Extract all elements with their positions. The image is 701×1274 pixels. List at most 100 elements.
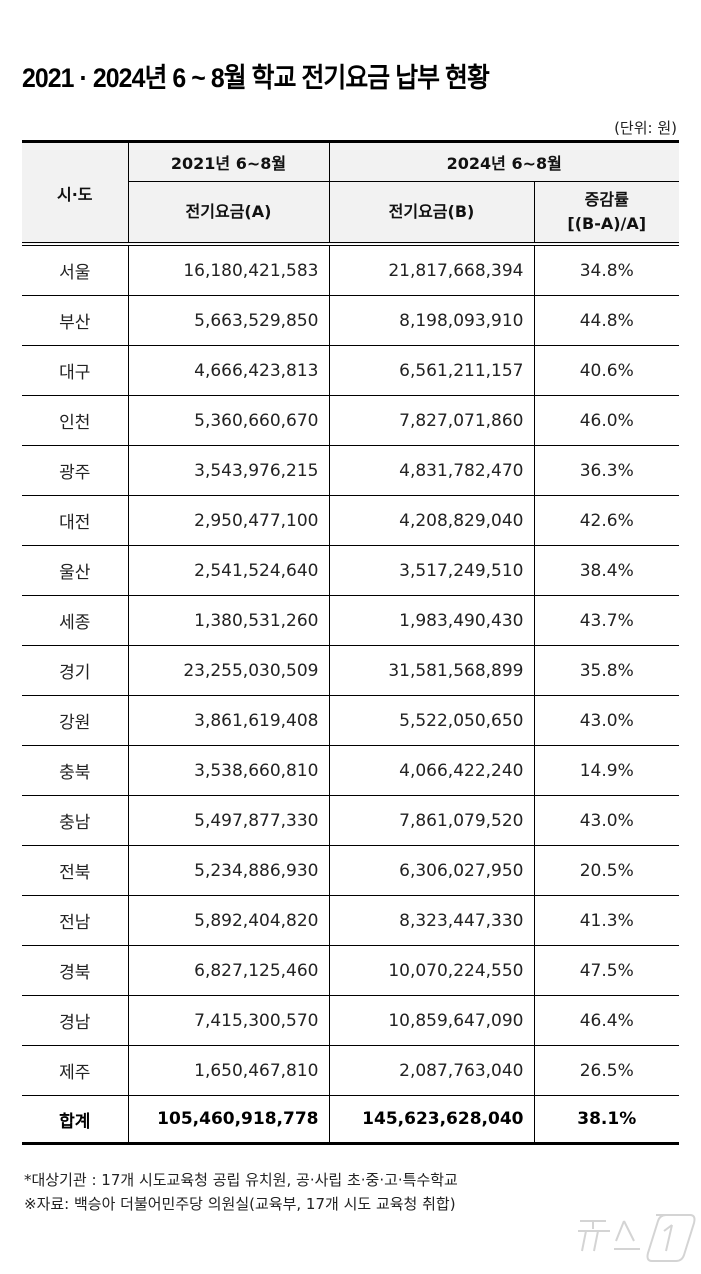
fee-2021-cell: 7,415,300,570 xyxy=(128,995,330,1046)
table-row: 전북 5,234,886,930 6,306,027,950 20.5% xyxy=(22,845,679,896)
fee-2024-cell: 4,066,422,240 xyxy=(329,745,535,796)
region-cell: 세종 xyxy=(22,595,129,646)
fee-2024-cell: 31,581,568,899 xyxy=(329,645,535,696)
table-row: 서울 16,180,421,583 21,817,668,394 34.8% xyxy=(22,244,679,296)
fee-2021-cell: 4,666,423,813 xyxy=(128,345,330,396)
region-cell: 제주 xyxy=(22,1045,129,1096)
region-cell: 충북 xyxy=(22,745,129,796)
fee-2021-cell: 2,541,524,640 xyxy=(128,545,330,596)
table-row: 전남 5,892,404,820 8,323,447,330 41.3% xyxy=(22,895,679,946)
region-cell: 충남 xyxy=(22,795,129,846)
table-row: 울산 2,541,524,640 3,517,249,510 38.4% xyxy=(22,545,679,596)
fee-2024-cell: 7,827,071,860 xyxy=(329,395,535,446)
rate-cell: 44.8% xyxy=(534,295,679,346)
region-cell: 강원 xyxy=(22,695,129,746)
fee-2024-cell: 10,070,224,550 xyxy=(329,945,535,996)
region-cell: 전북 xyxy=(22,845,129,896)
rate-cell: 46.0% xyxy=(534,395,679,446)
fee-2024-cell: 7,861,079,520 xyxy=(329,795,535,846)
region-cell: 대전 xyxy=(22,495,129,546)
header-period-2021: 2021년 6~8월 xyxy=(128,140,330,182)
header-rate: 증감률 [(B-A)/A] xyxy=(534,181,679,246)
fee-2021-cell: 5,892,404,820 xyxy=(128,895,330,946)
region-cell: 서울 xyxy=(22,244,129,296)
fee-2024-cell: 3,517,249,510 xyxy=(329,545,535,596)
header-rate-line2: [(B-A)/A] xyxy=(567,214,647,233)
rate-cell: 43.0% xyxy=(534,695,679,746)
fee-2021-cell: 3,538,660,810 xyxy=(128,745,330,796)
rate-cell: 34.8% xyxy=(534,244,679,296)
region-cell: 울산 xyxy=(22,545,129,596)
unit-label: (단위: 원) xyxy=(614,119,677,137)
table-body: 서울 16,180,421,583 21,817,668,394 34.8% 부산 5,6… xyxy=(22,244,679,1145)
fee-2024-cell: 4,831,782,470 xyxy=(329,445,535,496)
table-row: 충북 3,538,660,810 4,066,422,240 14.9% xyxy=(22,745,679,796)
fee-2024-cell: 5,522,050,650 xyxy=(329,695,535,746)
fee-2024-cell: 1,983,490,430 xyxy=(329,595,535,646)
table-row: 제주 1,650,467,810 2,087,763,040 26.5% xyxy=(22,1045,679,1096)
table-row: 광주 3,543,976,215 4,831,782,470 36.3% xyxy=(22,445,679,496)
region-cell: 부산 xyxy=(22,295,129,346)
rate-cell: 42.6% xyxy=(534,495,679,546)
rate-cell: 36.3% xyxy=(534,445,679,496)
rate-cell: 14.9% xyxy=(534,745,679,796)
table-row: 충남 5,497,877,330 7,861,079,520 43.0% xyxy=(22,795,679,846)
fee-2021-cell: 16,180,421,583 xyxy=(128,244,330,296)
news1-watermark-logo xyxy=(578,1214,696,1262)
rate-cell: 41.3% xyxy=(534,895,679,946)
rate-cell: 26.5% xyxy=(534,1045,679,1096)
footnote-target: *대상기관 : 17개 시도교육청 공립 유치원, 공·사립 초·중·고·특수학… xyxy=(24,1171,458,1189)
table-row: 경북 6,827,125,460 10,070,224,550 47.5% xyxy=(22,945,679,996)
fee-2024-cell: 8,323,447,330 xyxy=(329,895,535,946)
header-sido: 시·도 xyxy=(22,140,129,246)
fee-2021-cell: 105,460,918,778 xyxy=(128,1095,330,1145)
rate-cell: 40.6% xyxy=(534,345,679,396)
fee-2021-cell: 5,234,886,930 xyxy=(128,845,330,896)
rate-cell: 46.4% xyxy=(534,995,679,1046)
region-cell: 대구 xyxy=(22,345,129,396)
table-row: 세종 1,380,531,260 1,983,490,430 43.7% xyxy=(22,595,679,646)
fee-2021-cell: 5,360,660,670 xyxy=(128,395,330,446)
region-cell: 경남 xyxy=(22,995,129,1046)
table-row: 부산 5,663,529,850 8,198,093,910 44.8% xyxy=(22,295,679,346)
fee-2024-cell: 8,198,093,910 xyxy=(329,295,535,346)
table-row: 대구 4,666,423,813 6,561,211,157 40.6% xyxy=(22,345,679,396)
fee-2024-cell: 2,087,763,040 xyxy=(329,1045,535,1096)
fee-2021-cell: 2,950,477,100 xyxy=(128,495,330,546)
header-period-2024: 2024년 6~8월 xyxy=(329,140,679,182)
total-row: 합계 105,460,918,778 145,623,628,040 38.1% xyxy=(22,1095,679,1145)
rate-cell: 38.1% xyxy=(534,1095,679,1145)
fee-2024-cell: 6,306,027,950 xyxy=(329,845,535,896)
rate-cell: 47.5% xyxy=(534,945,679,996)
table-row: 대전 2,950,477,100 4,208,829,040 42.6% xyxy=(22,495,679,546)
region-cell: 인천 xyxy=(22,395,129,446)
fee-2021-cell: 3,543,976,215 xyxy=(128,445,330,496)
rate-cell: 43.0% xyxy=(534,795,679,846)
fee-2021-cell: 5,663,529,850 xyxy=(128,295,330,346)
rate-cell: 35.8% xyxy=(534,645,679,696)
fee-2024-cell: 10,859,647,090 xyxy=(329,995,535,1046)
table-row: 인천 5,360,660,670 7,827,071,860 46.0% xyxy=(22,395,679,446)
table-row: 경기 23,255,030,509 31,581,568,899 35.8% xyxy=(22,645,679,696)
electricity-fee-table: 시·도 2021년 6~8월 2024년 6~8월 전기요금(A) 전기요금(B… xyxy=(22,140,679,1145)
region-cell: 광주 xyxy=(22,445,129,496)
header-fee-b: 전기요금(B) xyxy=(329,181,535,246)
header-fee-a: 전기요금(A) xyxy=(128,181,330,246)
fee-2024-cell: 6,561,211,157 xyxy=(329,345,535,396)
fee-2021-cell: 23,255,030,509 xyxy=(128,645,330,696)
region-cell: 합계 xyxy=(22,1095,129,1145)
rate-cell: 43.7% xyxy=(534,595,679,646)
fee-2024-cell: 145,623,628,040 xyxy=(329,1095,535,1145)
table-row: 강원 3,861,619,408 5,522,050,650 43.0% xyxy=(22,695,679,746)
footnotes: *대상기관 : 17개 시도교육청 공립 유치원, 공·사립 초·중·고·특수학… xyxy=(24,1168,458,1216)
header-rate-line1: 증감률 xyxy=(584,190,629,209)
region-cell: 전남 xyxy=(22,895,129,946)
page-title: 2021 · 2024년 6 ~ 8월 학교 전기요금 납부 현황 xyxy=(22,63,490,93)
fee-2021-cell: 5,497,877,330 xyxy=(128,795,330,846)
rate-cell: 20.5% xyxy=(534,845,679,896)
fee-2021-cell: 3,861,619,408 xyxy=(128,695,330,746)
fee-2021-cell: 1,650,467,810 xyxy=(128,1045,330,1096)
footnote-source: ※자료: 백승아 더불어민주당 의원실(교육부, 17개 시도 교육청 취합) xyxy=(24,1195,456,1213)
table-row: 경남 7,415,300,570 10,859,647,090 46.4% xyxy=(22,995,679,1046)
region-cell: 경북 xyxy=(22,945,129,996)
